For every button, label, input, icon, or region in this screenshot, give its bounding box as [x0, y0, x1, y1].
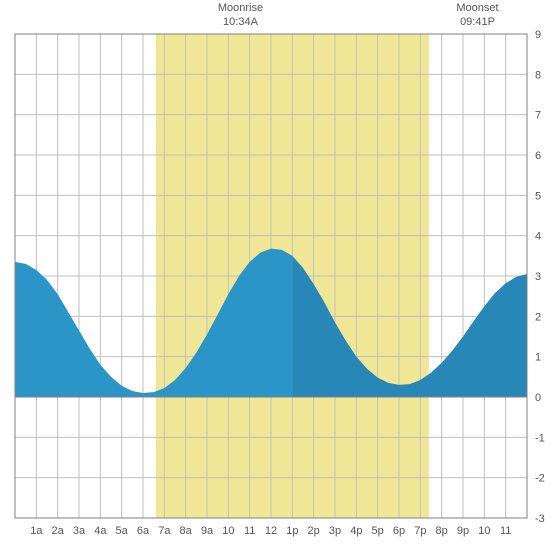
- y-tick-label: 0: [535, 392, 541, 404]
- x-tick-label: 2p: [308, 525, 320, 537]
- y-tick-label: 8: [535, 69, 541, 81]
- x-tick-label: 12: [265, 525, 277, 537]
- x-tick-label: 10: [478, 525, 490, 537]
- moonrise-label: Moonrise 10:34A: [210, 2, 270, 30]
- x-tick-label: 7a: [158, 525, 171, 537]
- moonset-label: Moonset 09:41P: [448, 2, 508, 30]
- x-tick-label: 1a: [30, 525, 43, 537]
- x-tick-label: 4a: [94, 525, 107, 537]
- tide-area: [15, 249, 292, 397]
- y-tick-label: 5: [535, 190, 541, 202]
- moonset-title: Moonset: [448, 2, 508, 16]
- x-tick-label: 8a: [180, 525, 193, 537]
- y-tick-label: 6: [535, 150, 541, 162]
- moonset-time: 09:41P: [448, 16, 508, 30]
- y-tick-label: 2: [535, 311, 541, 323]
- y-tick-label: 7: [535, 110, 541, 122]
- y-tick-label: 1: [535, 352, 541, 364]
- y-tick-label: -3: [535, 513, 545, 525]
- x-tick-label: 5a: [116, 525, 129, 537]
- y-tick-label: -1: [535, 432, 545, 444]
- x-tick-label: 3p: [329, 525, 341, 537]
- chart-svg: 1a2a3a4a5a6a7a8a9a1011121p2p3p4p5p6p7p8p…: [0, 0, 550, 550]
- x-tick-label: 6a: [137, 525, 150, 537]
- x-tick-label: 3a: [73, 525, 86, 537]
- x-tick-label: 11: [500, 525, 511, 537]
- y-tick-label: -2: [535, 473, 545, 485]
- x-tick-label: 11: [244, 525, 255, 537]
- y-tick-label: 3: [535, 271, 541, 283]
- y-tick-label: 4: [535, 231, 541, 243]
- x-tick-label: 2a: [52, 525, 65, 537]
- x-tick-label: 8p: [436, 525, 448, 537]
- chart-header: Moonrise 10:34A Moonset 09:41P: [0, 2, 550, 32]
- x-tick-label: 5p: [372, 525, 384, 537]
- moonrise-title: Moonrise: [210, 2, 270, 16]
- x-tick-label: 1p: [286, 525, 298, 537]
- x-tick-label: 7p: [414, 525, 426, 537]
- x-tick-label: 10: [222, 525, 234, 537]
- x-tick-label: 4p: [350, 525, 362, 537]
- x-tick-label: 9p: [457, 525, 469, 537]
- tide-chart: Moonrise 10:34A Moonset 09:41P 1a 2a 3a 4a 5…: [0, 0, 550, 550]
- x-tick-label: 9a: [201, 525, 214, 537]
- x-tick-label: 6p: [393, 525, 405, 537]
- moonrise-time: 10:34A: [210, 16, 270, 30]
